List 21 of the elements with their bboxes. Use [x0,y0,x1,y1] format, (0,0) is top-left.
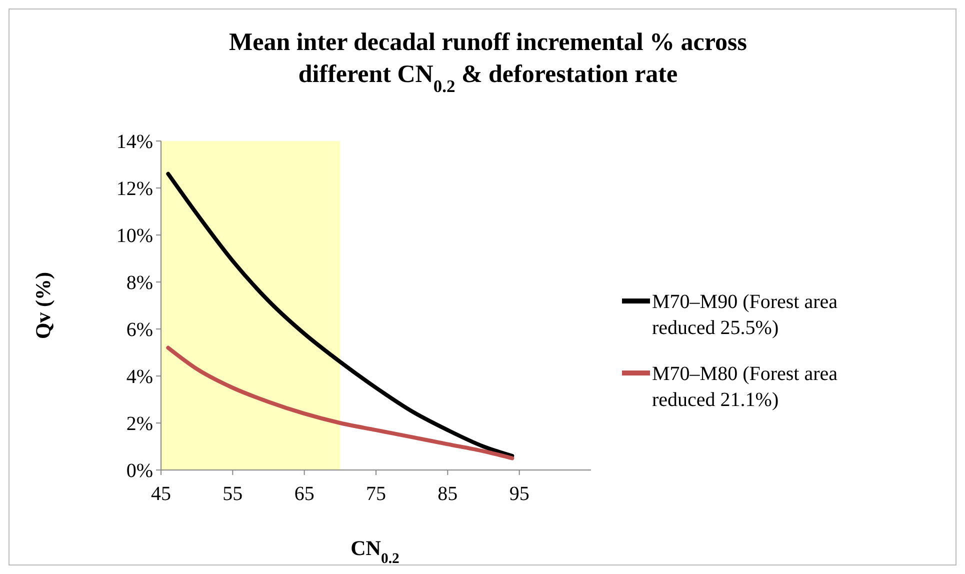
legend-label: M70–M80 (Forest area reduced 21.1%) [652,363,838,411]
y-tick-label: 8% [126,272,153,294]
y-tick-label: 14% [116,131,153,153]
x-tick-label: 95 [509,483,530,505]
y-tick-label: 0% [126,460,153,482]
x-tick-label: 85 [438,483,458,505]
y-tick-label: 4% [126,366,153,388]
x-tick-label: 75 [366,483,386,505]
chart-title: Mean inter decadal runoff incremental % across different CN$_{0.2}$ & deforestation rate [229,29,748,96]
y-axis-title: Qv (%) [31,272,55,340]
x-tick-label: 55 [222,483,243,505]
legend-label: M70–M90 (Forest area reduced 25.5%) [652,291,838,339]
y-tick-label: 10% [116,225,153,247]
y-tick-label: 2% [126,413,153,435]
y-tick-label: 12% [116,178,153,200]
line-series [166,172,514,458]
x-tick-label: 45 [151,483,171,505]
x-axis-title: CN$_{0.2}$ [350,536,400,567]
line-series [166,346,514,460]
y-tick-label: 6% [126,319,153,341]
x-tick-label: 65 [294,483,314,505]
